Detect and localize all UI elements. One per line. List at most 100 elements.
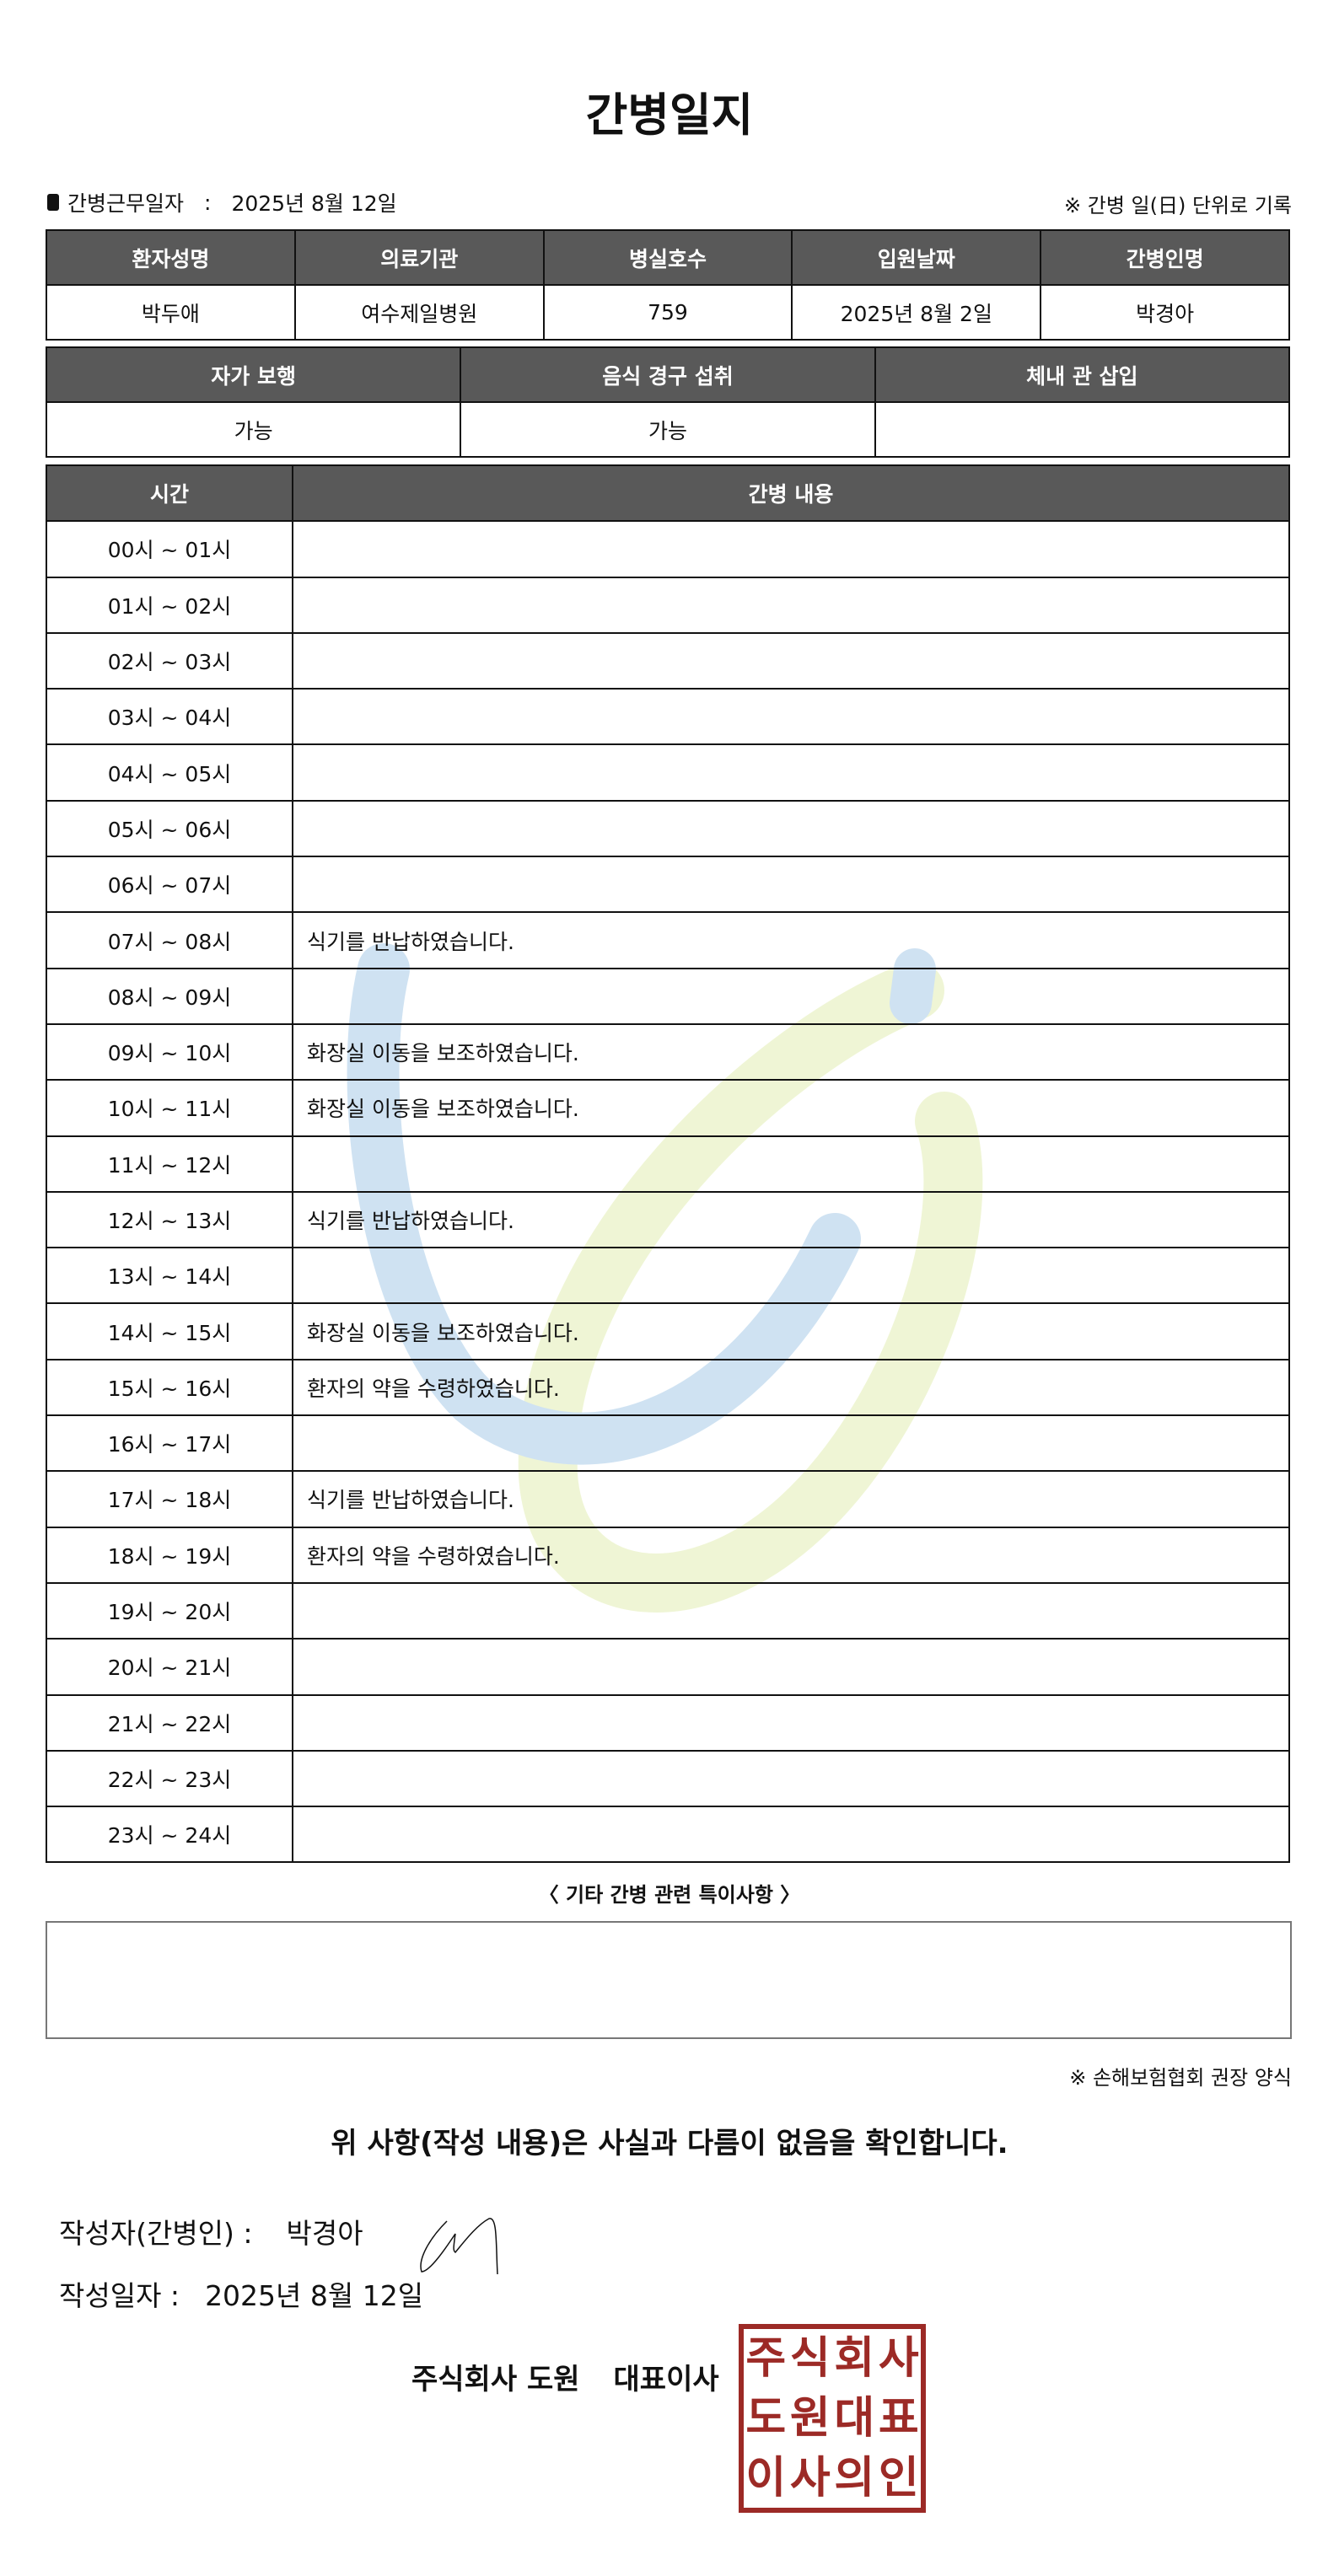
time-cell: 01시 ~ 02시 bbox=[46, 576, 293, 634]
time-cell: 23시 ~ 24시 bbox=[46, 1806, 293, 1864]
content-cell bbox=[292, 520, 1290, 578]
content-cell bbox=[292, 799, 1290, 858]
table-row: 05시 ~ 06시 bbox=[46, 799, 1290, 858]
time-cell: 22시 ~ 23시 bbox=[46, 1749, 293, 1808]
content-cell: 식기를 반납하였습니다. bbox=[292, 1190, 1290, 1249]
time-cell: 12시 ~ 13시 bbox=[46, 1190, 293, 1249]
table-row: 19시 ~ 20시 bbox=[46, 1581, 1290, 1640]
content-cell bbox=[292, 856, 1290, 914]
special-notes-title: 〈 기타 간병 관련 특이사항 〉 bbox=[538, 1883, 801, 1907]
table-row: 10시 ~ 11시 화장실 이동을 보조하였습니다. bbox=[46, 1079, 1290, 1137]
time-cell: 11시 ~ 12시 bbox=[46, 1135, 293, 1193]
time-cell: 00시 ~ 01시 bbox=[46, 520, 293, 578]
content-cell bbox=[292, 1638, 1290, 1696]
status-table: 자가 보행 음식 경구 섭취 체내 관 삽입 가능 가능 bbox=[45, 346, 1291, 458]
table-row: 09시 ~ 10시 화장실 이동을 보조하였습니다. bbox=[46, 1022, 1290, 1081]
admission-date: 2025년 8월 2일 bbox=[791, 284, 1042, 341]
header-tube: 체내 관 삽입 bbox=[874, 346, 1291, 403]
header-caregiver: 간병인명 bbox=[1040, 229, 1290, 286]
seal-character: 인 bbox=[878, 2452, 919, 2504]
page-title: 간병일지 bbox=[585, 89, 754, 142]
header-admission-date: 입원날짜 bbox=[791, 229, 1042, 286]
time-cell: 07시 ~ 08시 bbox=[46, 911, 293, 969]
table-row: 02시 ~ 03시 bbox=[46, 631, 1290, 690]
table-row: 23시 ~ 24시 bbox=[46, 1806, 1290, 1864]
seal-character: 사 bbox=[789, 2452, 831, 2504]
tube-status bbox=[874, 401, 1291, 458]
table-row: 18시 ~ 19시 환자의 약을 수령하였습니다. bbox=[46, 1526, 1290, 1584]
time-cell: 15시 ~ 16시 bbox=[46, 1358, 293, 1417]
unit-note: ※ 간병 일(日) 단위로 기록 bbox=[1064, 194, 1292, 217]
table-row: 00시 ~ 01시 bbox=[46, 520, 1290, 578]
time-cell: 14시 ~ 15시 bbox=[46, 1302, 293, 1360]
table-row: 07시 ~ 08시 식기를 반납하였습니다. bbox=[46, 911, 1290, 969]
care-log-table: 시간 간병 내용 00시 ~ 01시 01시 ~ 02시 02시 ~ 03시 03시 … bbox=[46, 464, 1290, 1864]
seal-character: 사 bbox=[878, 2333, 919, 2385]
seal-character: 도 bbox=[745, 2392, 787, 2444]
content-cell bbox=[292, 743, 1290, 802]
table-row: 14시 ~ 15시 화장실 이동을 보조하였습니다. bbox=[46, 1302, 1290, 1360]
confirmation-statement: 위 사항(작성 내용)은 사실과 다름이 없음을 확인합니다. bbox=[331, 2127, 1008, 2160]
writer: 작성자(간병인) : 박경아 bbox=[59, 2211, 363, 2251]
time-cell: 20시 ~ 21시 bbox=[46, 1638, 293, 1696]
content-cell bbox=[292, 1135, 1290, 1193]
bullet-icon bbox=[47, 194, 59, 211]
content-cell bbox=[292, 576, 1290, 634]
content-cell: 화장실 이동을 보조하였습니다. bbox=[292, 1079, 1290, 1137]
header-hospital: 의료기관 bbox=[293, 229, 545, 286]
content-cell bbox=[292, 1581, 1290, 1640]
header-time: 시간 bbox=[46, 464, 293, 523]
seal-character: 식 bbox=[789, 2333, 831, 2385]
table-row: 22시 ~ 23시 bbox=[46, 1749, 1290, 1808]
time-cell: 17시 ~ 18시 bbox=[46, 1470, 293, 1528]
time-cell: 06시 ~ 07시 bbox=[46, 856, 293, 914]
time-cell: 10시 ~ 11시 bbox=[46, 1079, 293, 1137]
signature bbox=[420, 2218, 498, 2275]
table-row: 06시 ~ 07시 bbox=[46, 856, 1290, 914]
work-date-label: 간병근무일자 bbox=[67, 191, 185, 216]
time-cell: 03시 ~ 04시 bbox=[46, 688, 293, 746]
work-date: 간병근무일자 : 2025년 8월 12일 bbox=[47, 187, 397, 217]
time-cell: 16시 ~ 17시 bbox=[46, 1414, 293, 1473]
company: 주식회사 도원 대표이사 bbox=[411, 2356, 719, 2397]
seal-character: 주 bbox=[745, 2333, 787, 2385]
time-cell: 08시 ~ 09시 bbox=[46, 967, 293, 1025]
association-note: ※ 손해보험협회 권장 양식 bbox=[1069, 2066, 1292, 2090]
content-cell bbox=[292, 688, 1290, 746]
time-cell: 18시 ~ 19시 bbox=[46, 1526, 293, 1584]
writer-name: 박경아 bbox=[286, 2217, 363, 2250]
walking-status: 가능 bbox=[45, 401, 462, 458]
table-row: 03시 ~ 04시 bbox=[46, 688, 1290, 746]
table-row: 13시 ~ 14시 bbox=[46, 1247, 1290, 1305]
seal-character: 원 bbox=[789, 2392, 831, 2444]
seal-character: 대 bbox=[834, 2392, 875, 2444]
caregiver-name: 박경아 bbox=[1040, 284, 1290, 341]
content-cell bbox=[292, 967, 1290, 1025]
table-row: 12시 ~ 13시 식기를 반납하였습니다. bbox=[46, 1190, 1290, 1249]
table-row: 11시 ~ 12시 bbox=[46, 1135, 1290, 1193]
company-name: 주식회사 도원 bbox=[411, 2363, 580, 2396]
representative-title: 대표이사 bbox=[613, 2363, 719, 2396]
time-cell: 04시 ~ 05시 bbox=[46, 743, 293, 802]
content-cell bbox=[292, 1247, 1290, 1305]
seal-character: 의 bbox=[834, 2452, 875, 2504]
patient-name: 박두애 bbox=[46, 284, 296, 341]
content-cell bbox=[292, 1414, 1290, 1473]
content-cell: 식기를 반납하였습니다. bbox=[292, 1470, 1290, 1528]
content-cell bbox=[292, 1749, 1290, 1808]
content-cell: 환자의 약을 수령하였습니다. bbox=[292, 1358, 1290, 1417]
table-row: 04시 ~ 05시 bbox=[46, 743, 1290, 802]
time-cell: 13시 ~ 14시 bbox=[46, 1247, 293, 1305]
time-cell: 02시 ~ 03시 bbox=[46, 631, 293, 690]
table-row: 15시 ~ 16시 환자의 약을 수령하였습니다. bbox=[46, 1358, 1290, 1417]
special-notes-box bbox=[46, 1921, 1292, 2039]
header-room: 병실호수 bbox=[542, 229, 793, 286]
time-cell: 19시 ~ 20시 bbox=[46, 1581, 293, 1640]
written-date: 작성일자 : 2025년 8월 12일 bbox=[59, 2273, 423, 2314]
writer-label: 작성자(간병인) : bbox=[59, 2217, 253, 2250]
content-cell bbox=[292, 631, 1290, 690]
hospital: 여수제일병원 bbox=[293, 284, 545, 341]
time-cell: 21시 ~ 22시 bbox=[46, 1693, 293, 1752]
seal-character: 회 bbox=[834, 2333, 875, 2385]
